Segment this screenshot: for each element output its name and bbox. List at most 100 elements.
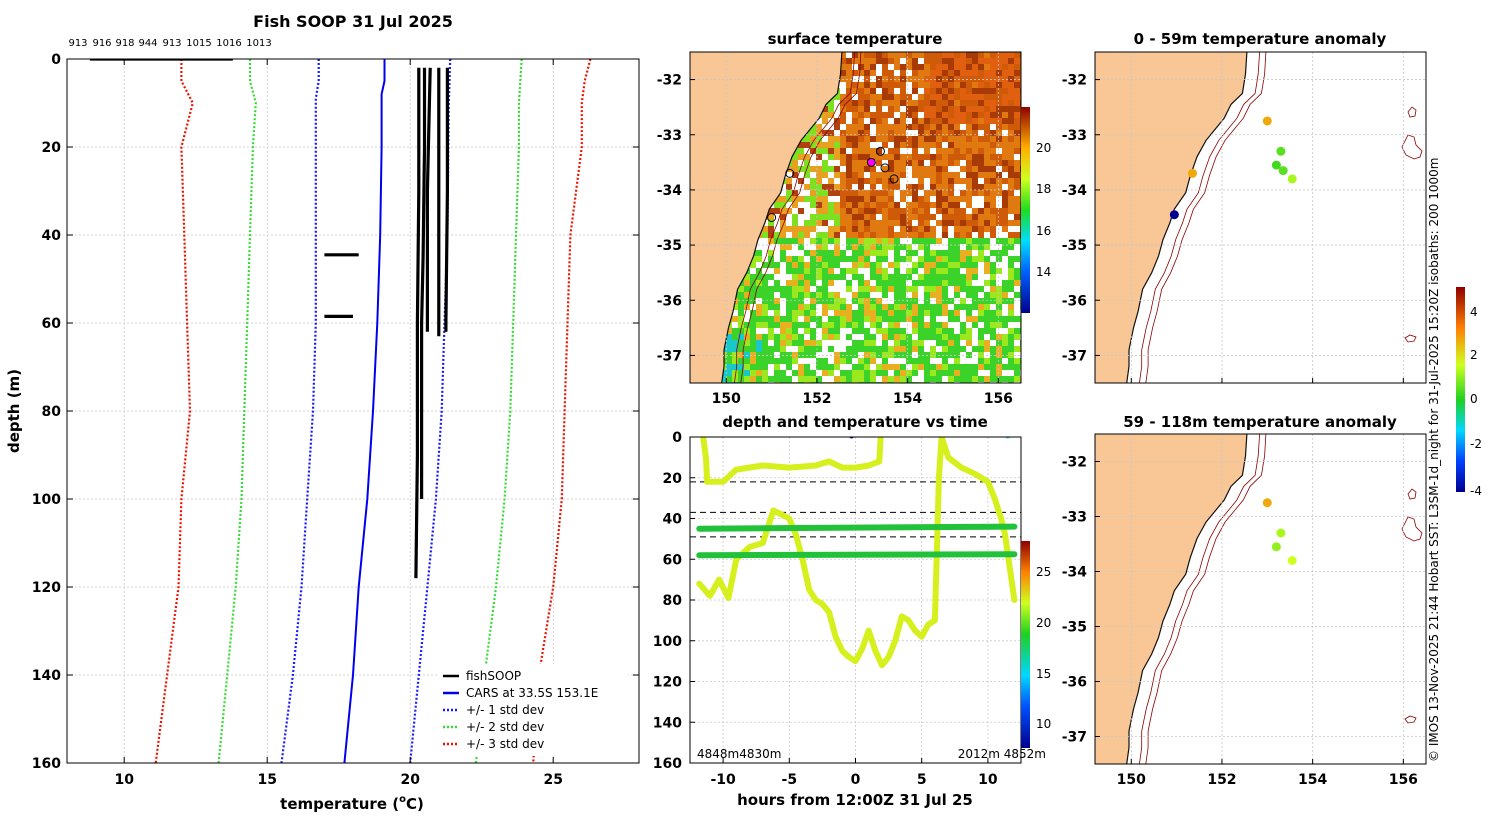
- sst-cell: [978, 244, 984, 250]
- sst-cell: [960, 262, 966, 268]
- sst-cell: [798, 208, 804, 214]
- sst-cell: [840, 184, 846, 190]
- sst-cell: [1014, 178, 1020, 184]
- sst-cell: [804, 244, 810, 250]
- sst-cell: [1014, 148, 1020, 154]
- sst-cell: [786, 250, 792, 256]
- sst-cell: [810, 244, 816, 250]
- sst-cell: [966, 76, 972, 82]
- sst-cell: [768, 376, 774, 382]
- sst-cell: [762, 376, 768, 382]
- sst-cell: [762, 280, 768, 286]
- sst-cell: [840, 370, 846, 376]
- sst-cell: [798, 286, 804, 292]
- sst-cell: [930, 238, 936, 244]
- sst-cell: [750, 322, 756, 328]
- sst-cell: [858, 124, 864, 130]
- sst-cell: [870, 124, 876, 130]
- sst-cell: [918, 208, 924, 214]
- sst-cell: [792, 364, 798, 370]
- sst-cell: [804, 190, 810, 196]
- sst-cell: [786, 202, 792, 208]
- sst-cell: [918, 364, 924, 370]
- sst-cell: [852, 334, 858, 340]
- sst-cell: [780, 328, 786, 334]
- dt-title: depth and temperature vs time: [722, 413, 988, 431]
- sst-cell: [978, 118, 984, 124]
- sst-cell: [834, 286, 840, 292]
- sst-cell: [912, 340, 918, 346]
- sst-cell: [804, 184, 810, 190]
- sst-cell: [1002, 190, 1008, 196]
- sst-cell: [870, 190, 876, 196]
- sst-cell: [1002, 226, 1008, 232]
- sst-cell: [1008, 298, 1014, 304]
- sst-cell: [954, 184, 960, 190]
- sst-cell: [858, 268, 864, 274]
- sst-cell: [810, 148, 816, 154]
- sst-cell: [918, 286, 924, 292]
- y-tick-label: 80: [42, 404, 62, 420]
- sst-cell: [756, 250, 762, 256]
- sst-cell: [960, 250, 966, 256]
- sst-cell: [978, 220, 984, 226]
- sst-cell: [804, 160, 810, 166]
- sst-cell: [792, 340, 798, 346]
- sst-cell: [846, 208, 852, 214]
- sst-cell: [978, 130, 984, 136]
- sst-cell: [894, 334, 900, 340]
- sst-cell: [834, 172, 840, 178]
- anom1-isobath-1000: [1145, 52, 1267, 383]
- sst-cell: [906, 94, 912, 100]
- sst-cell: [948, 298, 954, 304]
- sst-cell: [960, 184, 966, 190]
- sst-cell: [978, 190, 984, 196]
- sst-cell: [984, 370, 990, 376]
- sst-cell: [810, 364, 816, 370]
- sst-cell: [924, 220, 930, 226]
- sst-cell: [912, 232, 918, 238]
- sst-cell: [852, 136, 858, 142]
- sst-cell: [798, 196, 804, 202]
- sst-cell: [726, 352, 732, 358]
- sst-cell: [948, 160, 954, 166]
- sst-cell: [924, 190, 930, 196]
- sst-cell: [984, 94, 990, 100]
- legend: fishSOOP CARS at 33.5S 153.1E +/- 1 std …: [438, 664, 628, 756]
- sst-cell: [948, 148, 954, 154]
- sst-cell: [726, 328, 732, 334]
- sst-cell: [888, 370, 894, 376]
- sst-cell: [1008, 64, 1014, 70]
- sst-cell: [834, 262, 840, 268]
- sst-cell: [786, 184, 792, 190]
- sst-cell: [996, 166, 1002, 172]
- sst-cell: [942, 256, 948, 262]
- sst-cell: [912, 148, 918, 154]
- sst-cell: [888, 112, 894, 118]
- sst-cell: [822, 268, 828, 274]
- sst-cell: [984, 286, 990, 292]
- sst-cell: [1014, 214, 1020, 220]
- sst-cell: [924, 298, 930, 304]
- sst-cell: [918, 256, 924, 262]
- sst-cell: [984, 262, 990, 268]
- sst-cell: [804, 220, 810, 226]
- sst-cell: [954, 70, 960, 76]
- sst-cell: [984, 76, 990, 82]
- sst-cell: [858, 328, 864, 334]
- sst-cell: [1008, 292, 1014, 298]
- sst-cell: [990, 262, 996, 268]
- sst-cell: [870, 76, 876, 82]
- sst-cell: [840, 136, 846, 142]
- sst-cell: [894, 52, 900, 58]
- sst-cell: [762, 262, 768, 268]
- sst-cell: [978, 358, 984, 364]
- sst-cell: [990, 220, 996, 226]
- sst-cell: [930, 370, 936, 376]
- sst-cell: [780, 196, 786, 202]
- sst-cell: [774, 226, 780, 232]
- sst-cell: [1008, 280, 1014, 286]
- sst-cell: [954, 136, 960, 142]
- sst-cell: [852, 268, 858, 274]
- sst-cell: [798, 328, 804, 334]
